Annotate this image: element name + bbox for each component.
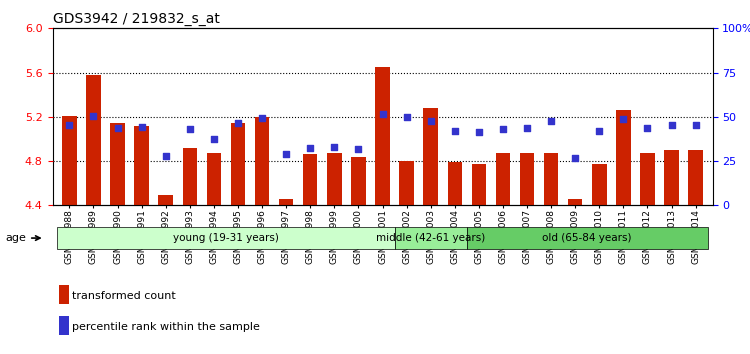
Bar	[134, 126, 148, 205]
Point	[184, 126, 196, 132]
Bar	[351, 157, 366, 205]
Point	[448, 129, 460, 134]
Point	[376, 111, 388, 116]
Bar	[399, 161, 414, 205]
Point	[521, 125, 533, 131]
Point	[569, 155, 581, 161]
FancyBboxPatch shape	[466, 227, 708, 249]
Bar	[496, 153, 510, 205]
Bar	[86, 75, 100, 205]
Point	[280, 152, 292, 157]
Point	[690, 122, 702, 127]
Point	[545, 119, 557, 124]
Bar	[59, 285, 69, 304]
Text: transformed count: transformed count	[72, 291, 176, 301]
Bar	[520, 153, 534, 205]
Point	[328, 144, 340, 149]
Bar	[544, 153, 558, 205]
Point	[112, 125, 124, 131]
Bar	[448, 162, 462, 205]
Point	[617, 116, 629, 122]
Point	[641, 125, 653, 131]
Point	[352, 146, 364, 152]
Text: old (65-84 years): old (65-84 years)	[542, 233, 632, 243]
Point	[593, 129, 605, 134]
Point	[497, 126, 509, 132]
Bar	[616, 110, 631, 205]
Text: age: age	[5, 233, 40, 243]
Bar	[327, 153, 341, 205]
Point	[304, 145, 316, 151]
FancyBboxPatch shape	[57, 227, 394, 249]
Text: young (19-31 years): young (19-31 years)	[173, 233, 279, 243]
Bar	[110, 124, 125, 205]
Bar	[664, 150, 679, 205]
Text: middle (42-61 years): middle (42-61 years)	[376, 233, 485, 243]
Bar	[255, 117, 269, 205]
Bar	[640, 153, 655, 205]
Point	[424, 119, 436, 124]
Bar	[303, 154, 317, 205]
Point	[88, 113, 100, 119]
Bar	[375, 67, 390, 205]
Point	[256, 115, 268, 121]
Bar	[207, 153, 221, 205]
FancyBboxPatch shape	[394, 227, 466, 249]
Bar	[688, 150, 703, 205]
Point	[63, 122, 75, 127]
Point	[160, 153, 172, 158]
Bar	[59, 316, 69, 335]
Text: GDS3942 / 219832_s_at: GDS3942 / 219832_s_at	[53, 12, 219, 26]
Bar	[472, 164, 486, 205]
Bar	[158, 195, 173, 205]
Bar	[424, 108, 438, 205]
Bar	[62, 116, 76, 205]
Point	[472, 130, 484, 135]
Bar	[279, 199, 293, 205]
Point	[665, 122, 677, 127]
Text: percentile rank within the sample: percentile rank within the sample	[72, 322, 260, 332]
Bar	[182, 148, 197, 205]
Bar	[568, 199, 583, 205]
Point	[208, 136, 220, 142]
Point	[136, 124, 148, 130]
Bar	[592, 164, 607, 205]
Point	[232, 121, 244, 126]
Point	[400, 114, 412, 120]
Bar	[231, 124, 245, 205]
